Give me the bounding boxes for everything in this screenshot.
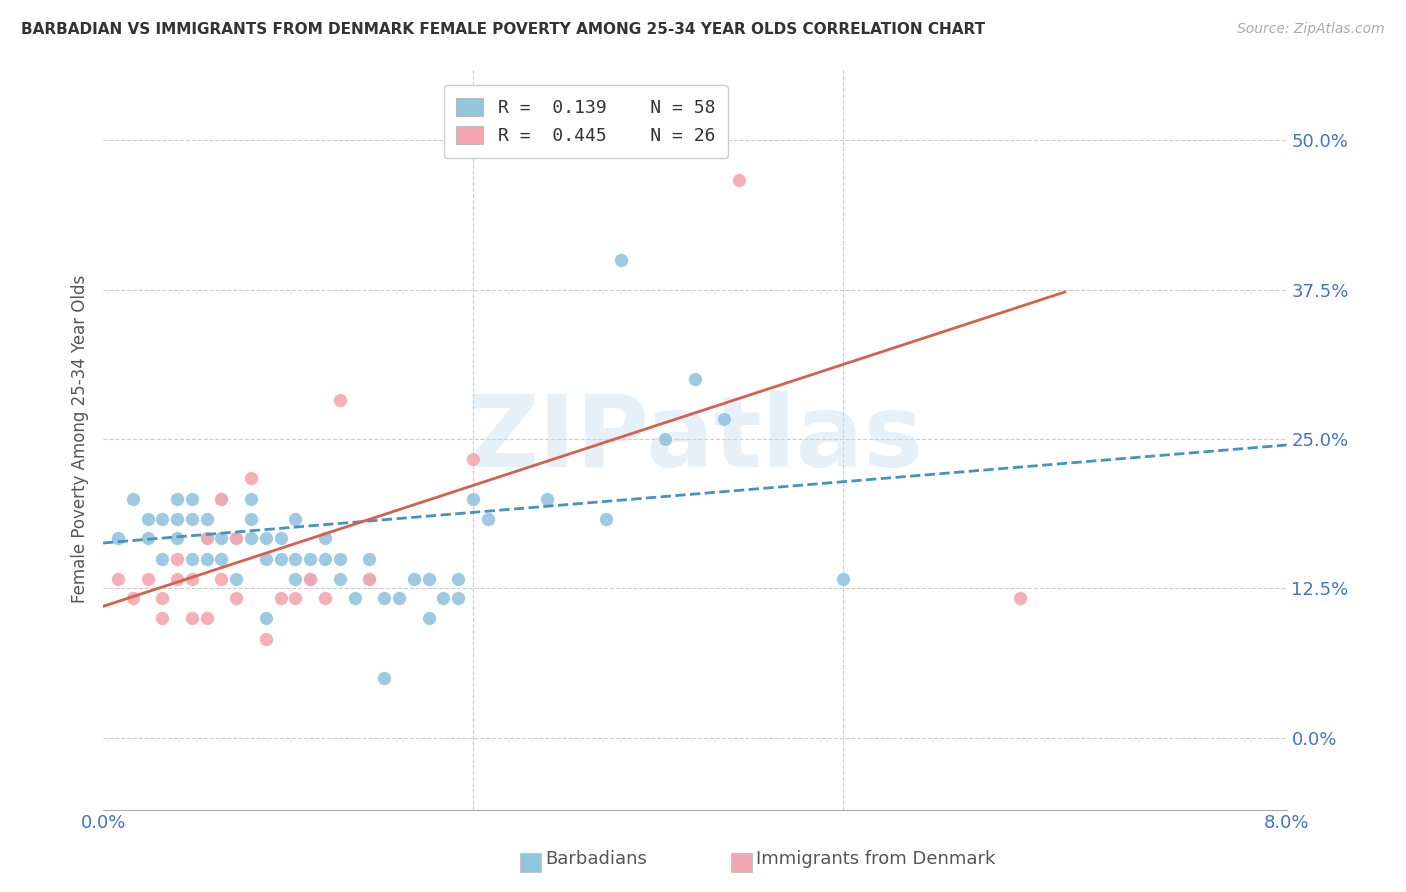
Point [254,551,277,566]
Point [314,591,336,605]
Point [284,591,307,605]
Point [211,531,233,545]
Point [180,512,202,526]
Point [461,452,484,467]
Point [240,531,263,545]
Point [536,491,558,506]
Point [432,591,454,605]
Point [654,432,676,446]
Point [373,671,395,685]
Point [329,572,352,586]
Point [359,551,381,566]
Y-axis label: Female Poverty Among 25-34 Year Olds: Female Poverty Among 25-34 Year Olds [72,275,89,603]
Point [610,252,633,267]
Text: Source: ZipAtlas.com: Source: ZipAtlas.com [1237,22,1385,37]
Point [150,591,173,605]
Point [284,512,307,526]
Point [388,591,411,605]
Point [477,512,499,526]
Point [195,611,218,625]
Text: Barbadians: Barbadians [546,850,647,868]
Point [195,551,218,566]
Point [329,551,352,566]
Point [254,632,277,646]
Point [447,591,470,605]
Point [211,491,233,506]
Point [314,531,336,545]
Point [418,611,440,625]
Point [254,531,277,545]
Legend: R =  0.139    N = 58, R =  0.445    N = 26: R = 0.139 N = 58, R = 0.445 N = 26 [443,85,728,158]
Point [270,551,292,566]
Point [683,372,706,386]
Point [150,551,173,566]
Point [107,572,129,586]
Point [359,572,381,586]
Point [211,551,233,566]
Point [373,591,395,605]
Point [299,551,322,566]
Text: ZIPatlas: ZIPatlas [467,391,924,488]
Point [447,572,470,586]
Point [402,572,425,586]
Point [180,551,202,566]
Point [195,512,218,526]
Point [595,512,617,526]
Point [136,512,159,526]
Point [136,572,159,586]
Point [329,392,352,407]
Point [166,491,188,506]
Text: Immigrants from Denmark: Immigrants from Denmark [756,850,995,868]
Point [254,611,277,625]
Point [180,572,202,586]
Point [166,531,188,545]
Point [314,551,336,566]
Point [343,591,366,605]
Point [461,491,484,506]
Point [831,572,853,586]
Point [728,172,751,186]
Point [121,591,143,605]
Point [713,411,735,425]
Point [195,531,218,545]
Point [150,611,173,625]
Point [150,512,173,526]
Point [225,591,247,605]
Point [166,512,188,526]
Point [240,491,263,506]
Point [225,531,247,545]
Point [418,572,440,586]
Point [180,491,202,506]
Point [195,531,218,545]
Text: BARBADIAN VS IMMIGRANTS FROM DENMARK FEMALE POVERTY AMONG 25-34 YEAR OLDS CORREL: BARBADIAN VS IMMIGRANTS FROM DENMARK FEM… [21,22,986,37]
Point [359,572,381,586]
Point [270,591,292,605]
Point [240,471,263,485]
Point [225,531,247,545]
Point [1010,591,1032,605]
Point [211,491,233,506]
Point [240,512,263,526]
Point [299,572,322,586]
Point [121,491,143,506]
Point [284,572,307,586]
Point [180,611,202,625]
Point [270,531,292,545]
Point [166,572,188,586]
Point [284,551,307,566]
Point [136,531,159,545]
Point [166,551,188,566]
Point [107,531,129,545]
Point [299,572,322,586]
Point [225,572,247,586]
Point [211,572,233,586]
